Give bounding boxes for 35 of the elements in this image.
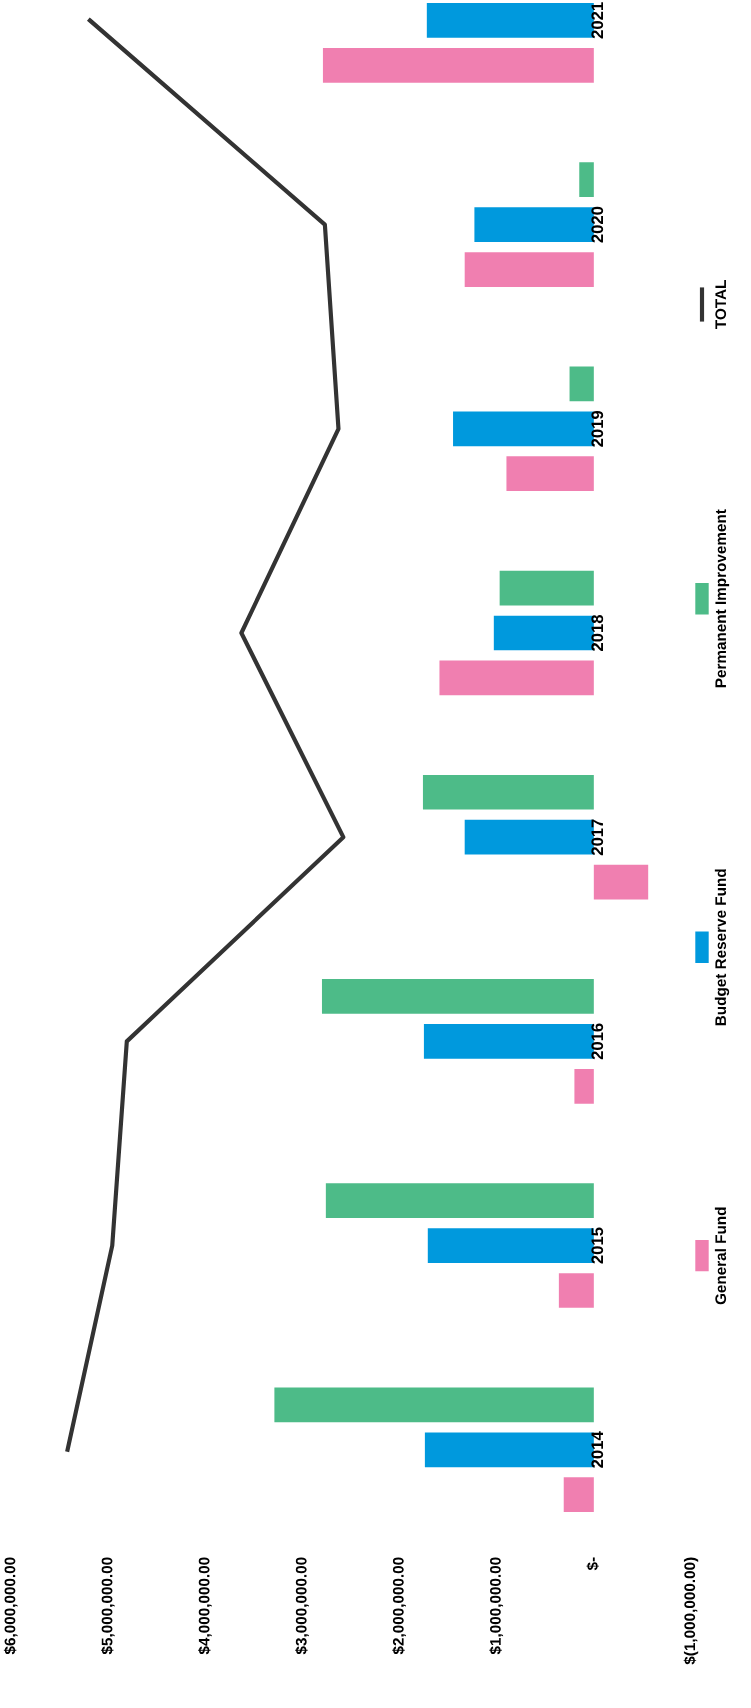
- bar: [558, 1273, 594, 1308]
- y-tick-label: 2020: [591, 206, 604, 243]
- bar: [593, 864, 649, 900]
- x-tick-label: $6,000,000.00: [3, 1557, 18, 1655]
- legend-label: Permanent Improvement: [715, 509, 730, 688]
- bar: [569, 366, 594, 402]
- legend-label: Budget Reserve Fund: [714, 869, 730, 1026]
- x-tick-label: $1,000,000.00: [489, 1557, 504, 1655]
- y-tick-label: 2018: [591, 614, 604, 651]
- bar: [439, 660, 594, 696]
- bar: [321, 979, 594, 1014]
- y-tick-label: 2017: [591, 819, 604, 856]
- legend-label: TOTAL: [715, 280, 727, 329]
- y-tick-label: 2016: [591, 1023, 604, 1060]
- x-tick-label: $5,000,000.00: [100, 1557, 115, 1655]
- bar: [322, 47, 594, 83]
- x-tick-label: $4,000,000.00: [198, 1557, 212, 1655]
- bar: [422, 774, 594, 810]
- x-tick-label: $(1,000,000.00): [683, 1557, 699, 1665]
- bar: [325, 1183, 594, 1219]
- x-tick-label: $-: [586, 1557, 599, 1571]
- legend-label: General Fund: [714, 1207, 727, 1305]
- bar: [274, 1387, 594, 1423]
- y-tick-label: 2019: [591, 410, 604, 447]
- bar: [563, 1477, 594, 1513]
- x-tick-label: $3,000,000.00: [295, 1557, 309, 1655]
- bar: [579, 162, 594, 198]
- bar: [506, 456, 594, 492]
- y-tick-label: 2021: [591, 2, 604, 39]
- bar: [499, 570, 594, 606]
- x-tick-label: $2,000,000.00: [392, 1557, 406, 1655]
- y-tick-label: 2014: [591, 1431, 604, 1468]
- bar: [574, 1068, 594, 1104]
- bar: [464, 252, 594, 287]
- y-tick-label: 2015: [591, 1227, 604, 1264]
